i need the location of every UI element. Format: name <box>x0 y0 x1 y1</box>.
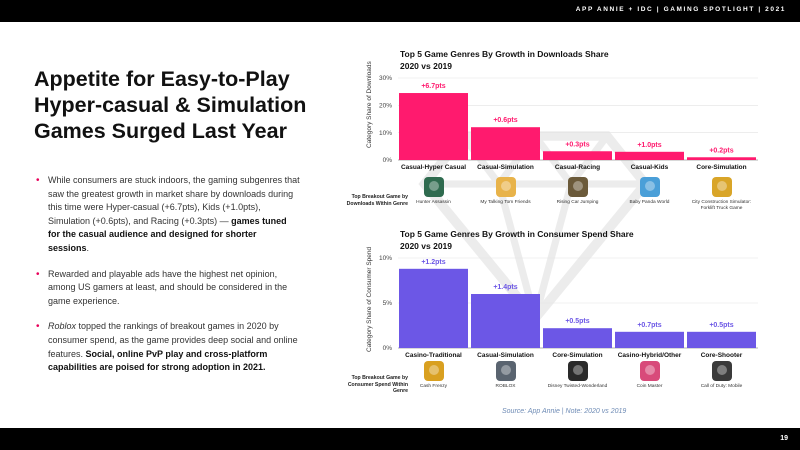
game-icon <box>567 361 588 381</box>
downloads-data-label: +1.0pts <box>637 142 661 149</box>
spend-breakout-game: Disney Twisted-Wonderland <box>545 361 611 390</box>
game-icon <box>711 361 732 381</box>
downloads-category-label: Core-Simulation <box>696 164 746 171</box>
game-name: My Talking Tom Friends <box>480 200 531 205</box>
game-icon <box>639 361 660 381</box>
spend-data-label: +0.5pts <box>709 322 733 329</box>
downloads-bar <box>399 93 468 160</box>
spend-bar <box>399 268 468 348</box>
spend-data-label: +0.5pts <box>565 318 589 325</box>
page-title: Appetite for Easy-to-Play Hyper-casual &… <box>34 67 307 143</box>
spend-category-label: Casino-Traditional <box>405 352 462 359</box>
downloads-bar <box>687 157 756 160</box>
downloads-data-label: +6.7pts <box>421 83 445 90</box>
downloads-bar <box>471 127 540 160</box>
spend-data-label: +0.7pts <box>637 322 661 329</box>
page-number: 19 <box>780 435 788 442</box>
game-icon <box>423 177 444 197</box>
spend-category-label: Casual-Simulation <box>477 352 534 359</box>
top-bar: APP ANNIE + IDC | GAMING SPOTLIGHT | 202… <box>0 0 800 22</box>
downloads-category-label: Casual-Simulation <box>477 164 534 171</box>
spend-breakout-game: Cash Frenzy <box>401 361 467 390</box>
spend-bar <box>615 331 684 348</box>
game-icon <box>567 177 588 197</box>
spend-category-label: Core-Simulation <box>552 352 602 359</box>
spend-bar <box>543 328 612 348</box>
spend-breakout-game: Coin Master <box>617 361 683 390</box>
spend-y-tick-label: 5% <box>383 300 393 307</box>
game-icon <box>423 361 444 381</box>
downloads-y-tick-label: 10% <box>379 130 392 137</box>
report-header: APP ANNIE + IDC | GAMING SPOTLIGHT | 202… <box>575 6 786 13</box>
game-name: Call of Duty: Mobile <box>700 384 743 389</box>
downloads-y-tick-label: 30% <box>379 75 392 82</box>
game-icon <box>711 177 732 197</box>
game-name: Cash Frenzy <box>419 384 448 389</box>
bullet-downloads-growth: While consumers are stuck indoors, the g… <box>34 174 300 256</box>
downloads-y-tick-label: 20% <box>379 103 392 110</box>
spend-category-label: Casino-Hybrid/Other <box>618 352 682 359</box>
game-name: ROBLOX <box>495 384 516 389</box>
game-name: Rising Car Jumping <box>556 200 599 205</box>
game-name: Disney Twisted-Wonderland <box>547 384 608 389</box>
source-note: Source: App Annie | Note: 2020 vs 2019 <box>502 408 627 415</box>
bottom-bar: 19 <box>0 428 800 450</box>
downloads-bar <box>615 151 684 160</box>
downloads-breakout-game: Baby Panda World <box>617 177 683 206</box>
downloads-category-label: Casual-Kids <box>631 164 669 171</box>
spend-chart-title: Top 5 Game Genres By Growth in Consumer … <box>400 229 634 251</box>
game-icon <box>495 177 516 197</box>
downloads-data-label: +0.3pts <box>565 141 589 148</box>
spend-bar <box>471 294 540 348</box>
downloads-data-label: +0.2pts <box>709 147 733 154</box>
downloads-y-tick-label: 0% <box>383 157 393 164</box>
bullet-ads-opinion: Rewarded and playable ads have the highe… <box>34 268 300 309</box>
game-name: Baby Panda World <box>629 200 670 205</box>
downloads-category-label: Casual-Racing <box>555 164 600 171</box>
downloads-data-label: +0.6pts <box>493 117 517 124</box>
game-name: Coin Master <box>636 384 663 389</box>
spend-y-tick-label: 0% <box>383 345 393 352</box>
game-name: City Construction Simulator: Forklift Tr… <box>691 200 752 211</box>
bullet-roblox: Roblox topped the rankings of breakout g… <box>34 320 300 374</box>
downloads-breakout-game: Hunter Assassin <box>401 177 467 206</box>
game-icon <box>495 361 516 381</box>
game-icon <box>639 177 660 197</box>
spend-breakout-label: Top Breakout Game by Consumer Spend With… <box>347 375 408 395</box>
spend-bar <box>687 331 756 348</box>
downloads-breakout-game: My Talking Tom Friends <box>473 177 539 206</box>
downloads-category-label: Casual-Hyper Casual <box>401 164 466 171</box>
spend-breakout-game: ROBLOX <box>473 361 539 390</box>
spend-category-label: Core-Shooter <box>701 352 743 359</box>
downloads-breakout-label: Top Breakout Game by Downloads Within Ge… <box>346 194 408 207</box>
spend-breakout-game: Call of Duty: Mobile <box>689 361 755 390</box>
spend-y-tick-label: 10% <box>379 255 392 262</box>
downloads-breakout-game: City Construction Simulator: Forklift Tr… <box>689 177 755 212</box>
downloads-breakout-game: Rising Car Jumping <box>545 177 611 206</box>
game-name: Hunter Assassin <box>416 200 451 205</box>
downloads-chart-title: Top 5 Game Genres By Growth in Downloads… <box>400 49 609 71</box>
downloads-bar <box>543 151 612 160</box>
spend-data-label: +1.2pts <box>421 259 445 266</box>
bullet-list: While consumers are stuck indoors, the g… <box>34 174 300 387</box>
spend-data-label: +1.4pts <box>493 284 517 291</box>
